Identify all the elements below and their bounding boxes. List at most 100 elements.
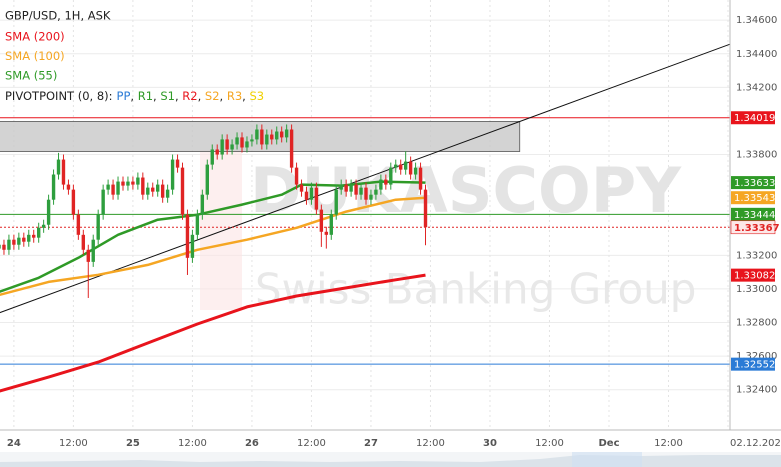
- current-price-label: 1.33367: [734, 223, 780, 234]
- candle-body: [41, 224, 46, 228]
- candle-body: [408, 161, 413, 175]
- y-tick-label: 1.34600: [736, 15, 777, 26]
- x-tick-label: Dec: [598, 438, 619, 449]
- pivot-item[interactable]: S1: [160, 89, 175, 103]
- candle-body: [359, 187, 363, 195]
- candle-body: [17, 237, 21, 245]
- candle-body: [289, 129, 294, 168]
- pivot-separator: ,: [242, 89, 249, 103]
- pivot-separator: ,: [175, 89, 182, 103]
- candle-body: [309, 187, 314, 200]
- candle-body: [339, 184, 343, 190]
- candle-body: [329, 214, 333, 235]
- candle-body: [22, 237, 26, 242]
- x-tick-label: 24: [7, 438, 21, 449]
- candle-body: [170, 159, 175, 190]
- candle-body: [250, 139, 254, 142]
- candle-body: [71, 189, 76, 215]
- x-tick-label: 02.12.2020: [730, 438, 781, 449]
- candle-body: [51, 174, 56, 200]
- candle-body: [106, 184, 110, 190]
- candle-body: [423, 189, 428, 228]
- y-tick-label: 1.34200: [736, 82, 777, 93]
- candle-body: [185, 214, 190, 258]
- candle-body: [235, 137, 239, 145]
- candle-body: [0, 244, 1, 249]
- candle-body: [76, 214, 81, 235]
- legend-entry[interactable]: SMA (200): [5, 30, 65, 44]
- candle-body: [151, 187, 155, 192]
- candle-body: [27, 234, 31, 242]
- candle-body: [96, 214, 100, 240]
- y-tick-label: 1.33000: [736, 284, 777, 295]
- y-tick-label: 1.33800: [736, 150, 777, 161]
- candle-body: [354, 184, 358, 195]
- level-label: 1.32552: [734, 360, 775, 371]
- candle-body: [240, 137, 244, 148]
- candle-body: [403, 161, 408, 170]
- watermark: Swiss Banking Group: [255, 265, 696, 314]
- candle-body: [116, 181, 120, 195]
- pivot-item[interactable]: S2: [205, 89, 220, 103]
- current-price-box: [730, 220, 776, 235]
- y-tick-label: 1.32800: [736, 318, 777, 329]
- x-tick-label: 26: [245, 438, 259, 449]
- candle-body: [141, 177, 145, 195]
- candle-body: [399, 164, 403, 170]
- pivot-legend: PIVOTPOINT (0, 8): PP, R1, S1, R2, S2, R3…: [5, 89, 264, 103]
- candle-body: [275, 131, 279, 140]
- candle-body: [324, 231, 329, 235]
- pivot-item[interactable]: R2: [182, 89, 197, 103]
- y-tick-label: 1.33200: [736, 250, 777, 261]
- y-tick-label: 1.34400: [736, 49, 777, 60]
- resistance-zone: [0, 121, 521, 152]
- sma-label: 1.33082: [734, 271, 775, 282]
- chart-title: GBP/USD, 1H, ASK: [5, 9, 111, 23]
- pivot-item[interactable]: R1: [138, 89, 153, 103]
- x-tick-label: 12:00: [654, 438, 683, 449]
- legend-entry[interactable]: SMA (55): [5, 69, 57, 83]
- candle-body: [374, 189, 378, 195]
- candle-body: [364, 187, 368, 200]
- candle-body: [205, 164, 209, 195]
- candle-body: [389, 167, 393, 185]
- level-label: 1.34019: [734, 113, 775, 124]
- sma-line: [0, 196, 426, 297]
- candle-body: [304, 191, 309, 200]
- candle-body: [294, 167, 299, 185]
- pivot-separator: ,: [130, 89, 137, 103]
- pivot-item[interactable]: PP: [117, 89, 131, 103]
- candle-body: [369, 194, 373, 200]
- candle-body: [299, 184, 304, 192]
- candle-body: [349, 184, 353, 192]
- candle-body: [136, 177, 140, 185]
- candle-body: [7, 239, 11, 250]
- pivot-item[interactable]: S3: [249, 89, 264, 103]
- candle-body: [2, 244, 6, 250]
- candle-body: [319, 209, 324, 232]
- candle-body: [86, 249, 90, 262]
- sma-label-box: [731, 191, 775, 205]
- pivot-separator: ,: [220, 89, 227, 103]
- candle-body: [190, 234, 195, 258]
- axes: 1.34600 1.34400 1.34200 1.33800 1.33200 1.330…: [7, 15, 781, 449]
- candle-body: [32, 234, 36, 238]
- navigator-window[interactable]: [572, 452, 642, 467]
- level-label-box: [731, 111, 775, 125]
- candle-body: [279, 131, 284, 138]
- candle-body: [81, 234, 86, 250]
- candle-body: [160, 184, 165, 198]
- candle-body: [180, 167, 185, 215]
- candle-body: [91, 239, 95, 262]
- pivot-item[interactable]: R3: [227, 89, 242, 103]
- candle-body: [131, 181, 135, 185]
- candle-body: [284, 129, 289, 138]
- candle-body: [270, 134, 274, 140]
- candle-body: [126, 181, 130, 186]
- sma-label-box: [731, 268, 775, 282]
- candle-body: [230, 144, 234, 150]
- legend-entry[interactable]: SMA (100): [5, 49, 65, 63]
- candle-body: [265, 134, 269, 145]
